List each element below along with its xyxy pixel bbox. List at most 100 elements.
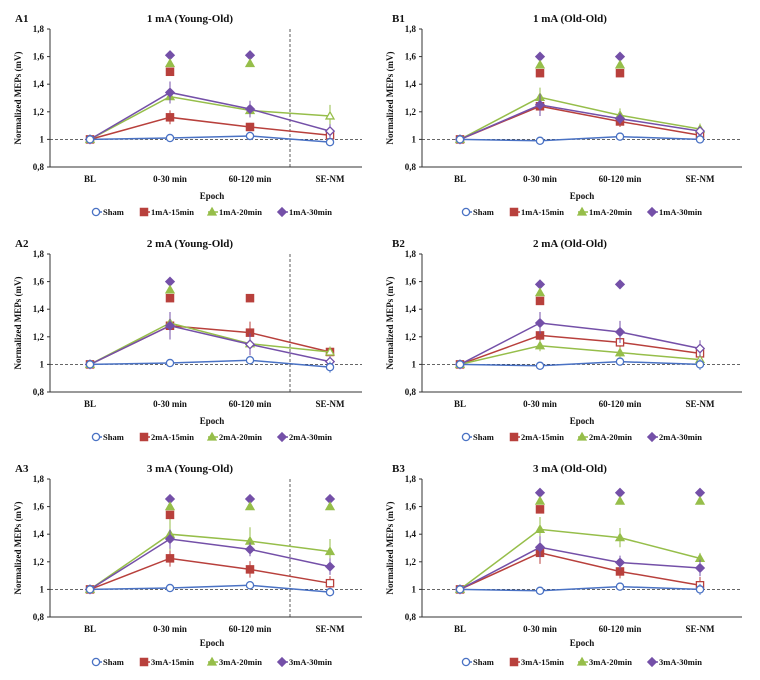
data-point [534,317,546,329]
data-point [164,533,176,545]
x-axis-label: Epoch [570,191,595,201]
x-tick-label: BL [84,399,96,409]
y-tick-label: 1,4 [33,529,45,539]
panel-label: A2 [15,238,29,250]
legend-label: Sham [103,432,124,442]
legend-label: 2mA-30min [659,432,702,442]
series-line [459,552,701,591]
significance-marker [164,276,176,287]
series-sham [455,357,705,371]
legend-item-sham: Sham [461,207,494,217]
x-tick-label: 60-120 min [599,624,642,634]
panel-b3: B3 3 mA (Old-Old) 0,8 1 1,2 1,4 1,6 1,8 Normaliz… [380,450,760,675]
data-point [324,126,336,137]
x-axis-label: Epoch [570,416,595,426]
significance-marker [614,51,626,62]
legend-marker [461,432,471,442]
data-point [614,557,626,568]
data-point [535,136,545,146]
x-tick-label: 60-120 min [599,174,642,184]
chart-b1: B1 1 mA (Old-Old) 0,8 1 1,2 1,4 1,6 1,8 Normaliz… [385,13,742,218]
significance-marker [324,501,336,511]
y-tick-label: 0,8 [405,162,417,172]
y-axis-label: Normalized MEPs (mV) [13,52,23,145]
significance-marker [614,59,626,69]
data-point [535,361,545,371]
x-tick-label: 60-120 min [599,399,642,409]
data-point [534,340,546,350]
x-tick-label: BL [84,174,96,184]
legend-marker [139,207,149,217]
y-tick-label: 0,8 [405,612,417,622]
x-tick-label: 60-120 min [229,174,272,184]
data-point [165,554,175,563]
y-tick-label: 0,8 [33,162,45,172]
data-point [324,110,336,120]
x-tick-label: SE-NM [686,174,716,184]
chart-title: 3 mA (Young-Old) [147,463,234,475]
legend-marker [91,657,101,667]
y-tick-label: 1,4 [405,529,417,539]
legend-label: 1mA-30min [289,207,332,217]
significance-marker [165,67,175,77]
legend-label: Sham [103,657,124,667]
legend-item-sham: Sham [91,432,124,442]
y-tick-label: 1,6 [405,502,417,512]
significance-marker [534,51,546,62]
series-line [459,345,701,366]
data-point [615,582,625,591]
legend-label: 3mA-20min [219,657,262,667]
series-line [89,538,331,591]
y-tick-label: 1,2 [405,557,417,567]
data-point [85,135,95,144]
legend-item-15min: 2mA-15min [139,432,194,442]
y-tick-label: 1,4 [405,304,417,314]
series-20min [84,89,336,144]
data-point [534,542,546,553]
series-line [459,360,701,367]
chart-b3: B3 3 mA (Old-Old) 0,8 1 1,2 1,4 1,6 1,8 Normaliz… [385,463,742,668]
data-point [535,586,545,596]
x-axis-label: Epoch [570,638,595,648]
legend-label: 1mA-30min [659,207,702,217]
y-tick-label: 1,8 [405,249,417,259]
y-tick-label: 1,8 [405,24,417,34]
series-line [459,528,701,590]
series-line [89,533,331,591]
y-tick-label: 0,8 [33,387,45,397]
y-tick-label: 1,6 [405,52,417,62]
data-point [455,360,465,369]
legend-marker [646,431,658,443]
series-line [89,322,331,366]
legend-item-30min: 3mA-30min [276,656,332,668]
series-30min [454,311,706,370]
legend-item-20min: 2mA-20min [206,431,262,442]
significance-marker [535,68,545,78]
y-tick-label: 1 [40,134,45,144]
significance-marker [615,68,625,78]
legend-item-30min: 1mA-30min [276,206,332,218]
significance-marker [164,50,176,61]
data-point [245,356,255,365]
series-line [459,585,701,592]
legend-marker [139,432,149,442]
series-line [459,135,701,142]
series-30min [454,93,706,145]
legend-marker [461,657,471,667]
legend-label: 2mA-15min [151,432,194,442]
significance-marker [534,287,546,297]
y-axis-label: Normalized MEPs (mV) [13,277,23,370]
legend-label: 1mA-20min [219,207,262,217]
legend-item-30min: 1mA-30min [646,206,702,218]
chart-a3: A3 3 mA (Young-Old) 0,8 1 1,2 1,4 1,6 1,8 Normal… [13,463,362,668]
data-point [245,581,255,590]
chart-title: 2 mA (Young-Old) [147,238,234,250]
x-axis-label: Epoch [200,638,225,648]
chart-b2: B2 2 mA (Old-Old) 0,8 1 1,2 1,4 1,6 1,8 Normaliz… [385,238,742,443]
legend-label: 1mA-15min [151,207,194,217]
legend-marker [276,206,288,218]
significance-marker [694,495,706,505]
data-point [244,544,256,555]
chart-a2: A2 2 mA (Young-Old) 0,8 1 1,2 1,4 1,6 1,8 Normal… [13,238,362,443]
legend-label: 1mA-20min [589,207,632,217]
